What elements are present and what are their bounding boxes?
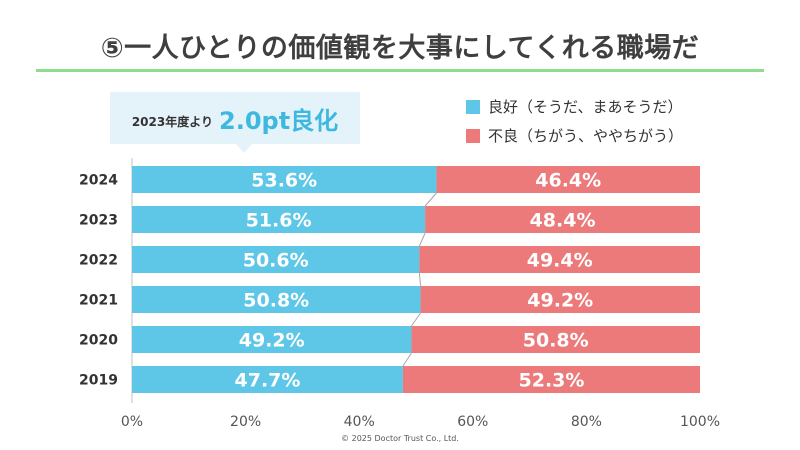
data-label-good: 53.6% (251, 170, 317, 192)
copyright: © 2025 Doctor Trust Co., Ltd. (341, 434, 459, 443)
data-label-good: 49.2% (239, 330, 305, 352)
x-tick-label: 40% (344, 414, 375, 430)
callout-prefix: 2023年度より (131, 114, 213, 129)
bar-good (132, 206, 426, 233)
bar-bad (419, 246, 700, 273)
x-tick-label: 20% (230, 414, 261, 430)
x-tick-label: 0% (121, 414, 143, 430)
bar-bad (425, 206, 700, 233)
bar-bad (436, 166, 700, 193)
category-label: 2024 (79, 173, 118, 189)
data-label-good: 51.6% (246, 210, 312, 232)
x-tick-label: 100% (680, 414, 720, 430)
bar-bad (402, 366, 700, 393)
bar-bad (420, 286, 700, 313)
data-label-bad: 49.2% (527, 290, 593, 312)
bar-good (132, 326, 412, 353)
legend: 良好（そうだ、まあそうだ） 不良（ちがう、ややちがう） (466, 96, 683, 154)
bar-bad (411, 326, 700, 353)
bar-good (132, 166, 437, 193)
category-label: 2022 (79, 253, 118, 269)
connector-line (424, 192, 437, 207)
data-label-bad: 50.8% (523, 330, 589, 352)
data-label-good: 50.6% (243, 250, 309, 272)
connector-line (418, 232, 426, 247)
connector-line (418, 272, 422, 287)
legend-swatch-good (466, 99, 480, 114)
data-label-bad: 48.4% (530, 210, 596, 232)
title-underline (36, 69, 764, 72)
category-label: 2023 (79, 213, 118, 229)
x-tick-label: 60% (457, 414, 488, 430)
legend-item-good: 良好（そうだ、まあそうだ） (466, 96, 683, 117)
bar-good (132, 286, 421, 313)
callout-box: 2023年度より 2.0pt良化 (110, 92, 360, 153)
bar-good (132, 246, 420, 273)
legend-item-bad: 不良（ちがう、ややちがう） (466, 125, 683, 146)
data-label-bad: 46.4% (535, 170, 601, 192)
legend-swatch-bad (466, 128, 480, 143)
x-tick-label: 80% (571, 414, 602, 430)
callout-highlight: 2.0pt良化 (219, 106, 339, 135)
category-label: 2020 (79, 333, 118, 349)
category-label: 2019 (79, 373, 118, 389)
legend-label-bad: 不良（ちがう、ややちがう） (488, 127, 684, 145)
data-label-bad: 49.4% (527, 250, 593, 272)
legend-label-good: 良好（そうだ、まあそうだ） (488, 98, 683, 116)
bar-good (132, 366, 403, 393)
data-label-good: 47.7% (235, 370, 301, 392)
chart-title: ⑤一人ひとりの価値観を大事にしてくれる職場だ (100, 33, 700, 64)
category-label: 2021 (79, 293, 118, 309)
data-label-good: 50.8% (243, 290, 309, 312)
connector-line (402, 352, 412, 367)
data-label-bad: 52.3% (519, 370, 585, 392)
connector-line (411, 312, 421, 327)
